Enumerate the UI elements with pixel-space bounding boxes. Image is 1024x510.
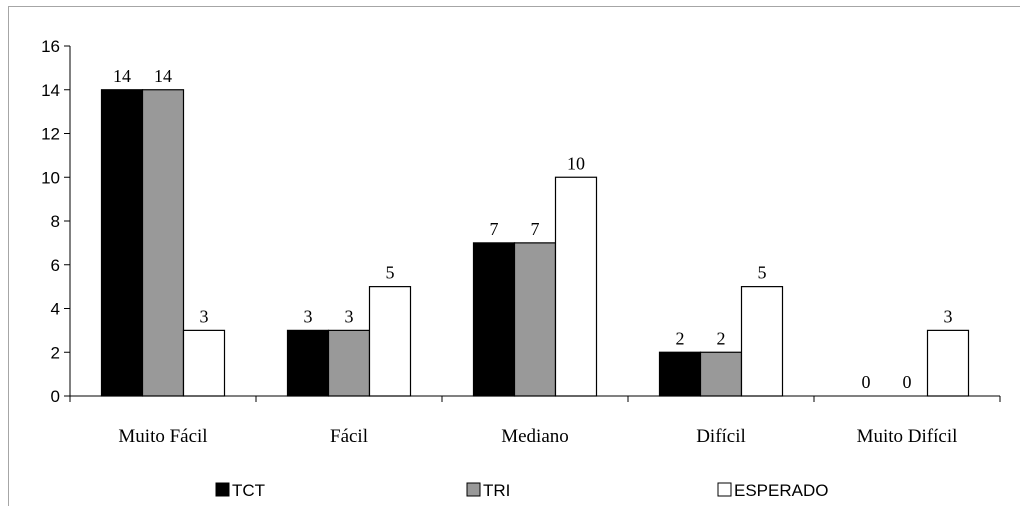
data-label: 5 <box>386 263 395 283</box>
y-tick-label: 12 <box>41 125 60 144</box>
bar <box>740 286 784 397</box>
y-tick-label: 8 <box>51 212 60 231</box>
legend-label: ESPERADO <box>734 481 828 500</box>
x-category-label: Muito Difícil <box>857 426 958 447</box>
y-tick-label: 4 <box>51 300 60 319</box>
y-tick-label: 16 <box>41 37 60 56</box>
y-tick-label: 6 <box>51 256 60 275</box>
data-label: 3 <box>304 306 313 326</box>
x-category-label: Mediano <box>501 426 569 447</box>
data-label: 0 <box>903 372 912 392</box>
x-category-label: Muito Fácil <box>118 426 207 447</box>
bar <box>141 89 185 397</box>
legend-swatch <box>717 482 732 497</box>
legend-label: TCT <box>232 481 265 500</box>
y-tick-label: 14 <box>41 81 60 100</box>
bar <box>182 329 226 397</box>
bars <box>100 89 970 397</box>
data-label: 7 <box>490 219 499 239</box>
y-tick-label: 2 <box>51 343 60 362</box>
bar <box>472 242 516 397</box>
data-label: 0 <box>862 372 871 392</box>
data-label: 3 <box>200 306 209 326</box>
legend-swatch <box>466 482 481 497</box>
bar <box>513 242 557 397</box>
bar <box>368 286 412 397</box>
legend-label: TRI <box>483 481 510 500</box>
chart-frame <box>8 6 1020 506</box>
bar <box>554 176 598 397</box>
data-label: 5 <box>758 263 767 283</box>
bar <box>327 329 371 397</box>
legend: TCT TRI ESPERADO <box>215 481 828 500</box>
data-label: 3 <box>944 306 953 326</box>
x-category-label: Fácil <box>330 426 368 447</box>
data-label: 14 <box>154 66 172 86</box>
data-label: 2 <box>676 328 685 348</box>
data-label: 2 <box>717 328 726 348</box>
y-tick-label: 10 <box>41 168 60 187</box>
bar <box>658 351 702 397</box>
bar <box>699 351 743 397</box>
y-tick-label: 0 <box>51 387 60 406</box>
data-label: 7 <box>531 219 540 239</box>
bar <box>926 329 970 397</box>
data-label: 10 <box>567 153 585 173</box>
x-category-label: Difícil <box>696 426 746 447</box>
legend-swatch <box>215 482 230 497</box>
x-axis: Muito Fácil Fácil Mediano Difícil Muito Difí… <box>69 395 1001 447</box>
bar <box>100 89 144 397</box>
bar <box>286 329 330 397</box>
data-labels: 14 14 3 3 3 5 7 7 10 2 2 5 0 0 3 <box>113 66 953 392</box>
data-label: 3 <box>345 306 354 326</box>
data-label: 14 <box>113 66 131 86</box>
y-axis: 0 2 4 6 8 10 12 14 16 <box>41 37 71 406</box>
